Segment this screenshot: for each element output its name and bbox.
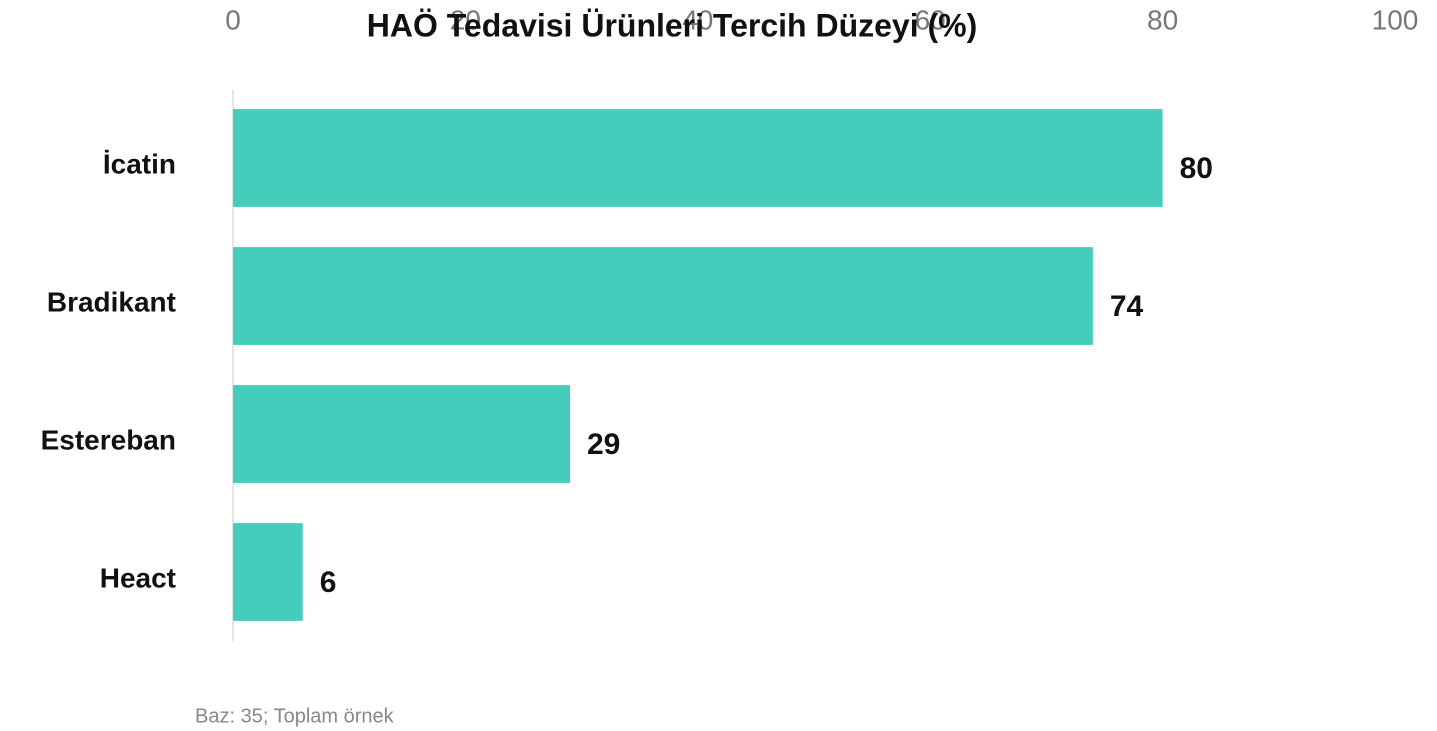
x-tick-label: 0 bbox=[225, 4, 241, 35]
y-tick-label: İcatin bbox=[103, 148, 176, 179]
y-tick-label: Bradikant bbox=[47, 286, 176, 317]
x-tick-label: 80 bbox=[1147, 4, 1178, 35]
footnote: Baz: 35; Toplam örnek bbox=[195, 705, 395, 727]
x-tick-label: 20 bbox=[450, 4, 481, 35]
y-tick-label: Heact bbox=[100, 562, 176, 593]
bar bbox=[233, 247, 1093, 345]
bar bbox=[233, 385, 570, 483]
value-label: 6 bbox=[320, 566, 337, 599]
x-tick-label: 40 bbox=[682, 4, 713, 35]
value-label: 74 bbox=[1110, 290, 1144, 323]
x-tick-label: 100 bbox=[1372, 4, 1419, 35]
x-tick-label: 60 bbox=[915, 4, 946, 35]
bar bbox=[233, 109, 1163, 207]
value-label: 80 bbox=[1180, 152, 1213, 185]
value-label: 29 bbox=[587, 428, 620, 461]
y-tick-label: Estereban bbox=[41, 424, 176, 455]
bar bbox=[233, 523, 303, 621]
chart-title: HAÖ Tedavisi Ürünleri Tercih Düzeyi (%) bbox=[367, 7, 978, 43]
